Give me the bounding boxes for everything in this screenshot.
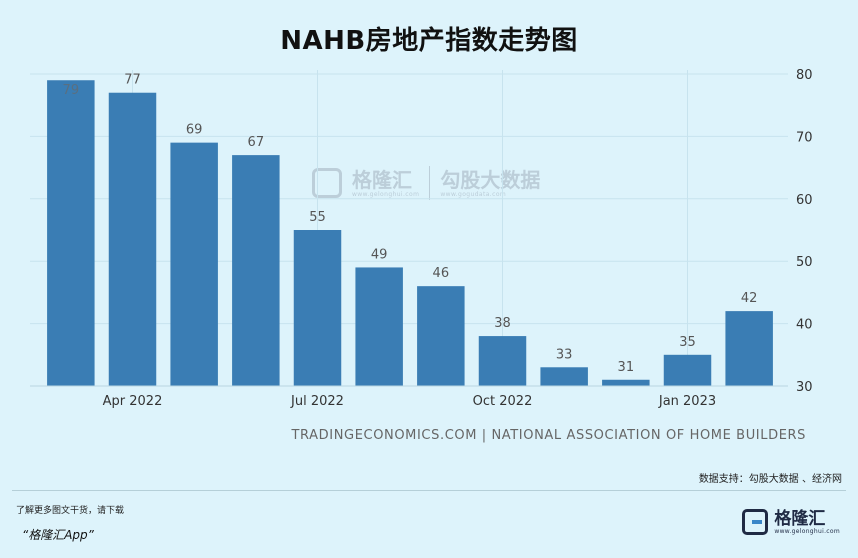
bar bbox=[540, 367, 588, 386]
y-tick-label: 60 bbox=[796, 193, 813, 208]
y-tick-label: 70 bbox=[796, 130, 813, 145]
bar bbox=[478, 336, 527, 386]
watermark-divider bbox=[429, 166, 431, 200]
x-tick-label: Jul 2022 bbox=[290, 394, 344, 409]
bar-value-label: 33 bbox=[556, 347, 573, 362]
gelonghui-logo-icon bbox=[312, 168, 342, 198]
bar-value-label: 38 bbox=[494, 316, 511, 331]
bar-value-label: 49 bbox=[371, 247, 388, 262]
bar-value-label: 77 bbox=[124, 73, 141, 88]
bar bbox=[602, 379, 650, 386]
x-tick-label: Apr 2022 bbox=[103, 394, 163, 409]
watermark: 格隆汇 www.gelonghui.com 勾股大数据 www.gogudata… bbox=[312, 166, 540, 200]
chart-title: NAHB房地产指数走势图 bbox=[280, 26, 578, 56]
app-name: “格隆汇App” bbox=[22, 528, 94, 542]
brand-name: 格隆汇 bbox=[774, 508, 826, 529]
watermark-url-2: www.gogudata.com bbox=[440, 190, 507, 198]
bar bbox=[232, 155, 280, 386]
bar bbox=[170, 142, 218, 386]
gelonghui-logo-icon bbox=[742, 509, 769, 535]
bar bbox=[293, 230, 342, 386]
y-tick-label: 50 bbox=[796, 255, 813, 270]
bar bbox=[108, 92, 157, 386]
watermark-url: www.gelonghui.com bbox=[352, 190, 420, 198]
bar-value-label: 67 bbox=[248, 135, 265, 150]
bar-value-label: 42 bbox=[741, 291, 758, 306]
bar-value-label: 46 bbox=[433, 266, 450, 281]
bar bbox=[417, 286, 465, 386]
bar-value-label: 35 bbox=[679, 335, 696, 350]
footer-divider bbox=[12, 490, 846, 491]
y-tick-label: 80 bbox=[796, 68, 813, 83]
data-support-note: 数据支持：勾股大数据 、经济网 bbox=[698, 474, 842, 485]
brand-logo[interactable]: 格隆汇 www.gelonghui.com bbox=[742, 502, 840, 542]
bar-chart: 30 40 50 60 70 80 79 77 69 67 55 49 46 38 33 31 35 42 Apr … bbox=[30, 68, 813, 409]
bar bbox=[663, 354, 712, 386]
bar bbox=[725, 311, 773, 386]
watermark-name-2: 勾股大数据 bbox=[440, 167, 541, 192]
y-tick-label: 30 bbox=[796, 380, 813, 395]
y-tick-label: 40 bbox=[796, 318, 813, 333]
bar-value-label: 69 bbox=[186, 123, 203, 138]
bar-value-label: 55 bbox=[309, 210, 326, 225]
download-prompt: 了解更多图文干货，请下载 bbox=[16, 506, 125, 516]
brand-url: www.gelonghui.com bbox=[774, 527, 840, 535]
chart-source: TRADINGECONOMICS.COM | NATIONAL ASSOCIAT… bbox=[291, 428, 806, 443]
bar-value-label: 31 bbox=[618, 360, 635, 375]
x-tick-label: Oct 2022 bbox=[473, 394, 533, 409]
bar bbox=[47, 80, 95, 387]
watermark-name: 格隆汇 bbox=[352, 167, 412, 192]
x-tick-label: Jan 2023 bbox=[658, 394, 716, 409]
bar bbox=[355, 267, 403, 386]
bar-value-label: 79 bbox=[63, 83, 80, 98]
